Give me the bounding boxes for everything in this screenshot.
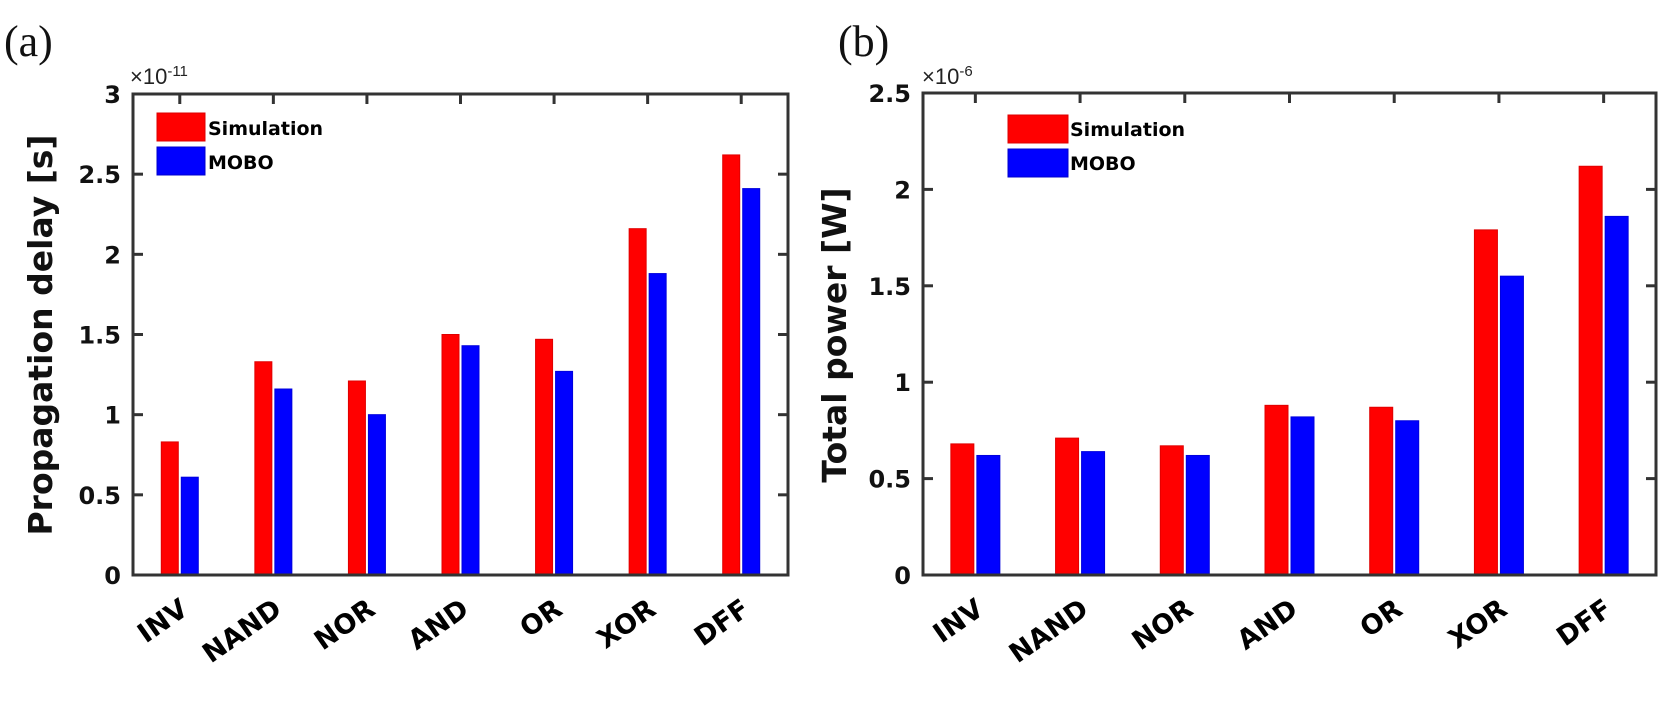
legend-label-simulation-b: Simulation: [1070, 119, 1185, 141]
bar-simulation-nor-a: [347, 380, 366, 576]
y-tick-label-b: 0: [894, 562, 911, 590]
x-category-label-or-a: OR: [514, 593, 568, 644]
bar-simulation-inv-b: [950, 443, 975, 576]
y-tick-label-b: 1.5: [868, 273, 911, 301]
bar-mobo-xor-b: [1499, 275, 1524, 576]
legend-b: Simulation MOBO: [1007, 114, 1185, 178]
y-tick-label-b: 0.5: [868, 466, 911, 494]
legend-a: Simulation MOBO: [156, 112, 323, 176]
legend-label-simulation-a: Simulation: [208, 118, 323, 140]
bar-simulation-dff-a: [722, 154, 741, 576]
bar-mobo-or-b: [1395, 420, 1420, 576]
bar-mobo-inv-b: [976, 454, 1001, 576]
y-exponent-power-a: -11: [167, 63, 188, 80]
y-exponent-base-b: ×10: [922, 64, 959, 89]
bar-mobo-nor-a: [367, 414, 386, 576]
bar-simulation-or-b: [1369, 406, 1394, 576]
legend-swatch-simulation-b: [1007, 114, 1069, 144]
bar-mobo-dff-b: [1604, 215, 1629, 576]
legend-label-mobo-a: MOBO: [208, 152, 274, 174]
bar-simulation-nor-b: [1159, 445, 1184, 576]
y-exponent-a: ×10-11: [130, 63, 188, 89]
x-category-label-dff-b: DFF: [1551, 593, 1617, 652]
bars-a: [160, 154, 761, 576]
bar-mobo-xor-a: [648, 273, 667, 576]
y-tick-label-b: 2.5: [868, 80, 911, 108]
bar-mobo-inv-a: [180, 476, 199, 576]
x-category-label-dff-a: DFF: [689, 593, 755, 652]
y-tick-label-a: 0.5: [78, 482, 121, 510]
y-tick-label-a: 3: [104, 81, 121, 109]
y-tick-label-b: 2: [894, 176, 911, 204]
legend-swatch-simulation-a: [156, 112, 206, 142]
panel-b-total-power-chart: (b) Total power [W] ×10-6 0 0.5 1 1.5 2 2.5 I…: [815, 17, 1658, 670]
bar-simulation-inv-a: [160, 441, 179, 576]
bars-b: [950, 165, 1629, 576]
legend-label-mobo-b: MOBO: [1070, 153, 1136, 175]
y-tick-label-a: 1.5: [78, 322, 121, 350]
x-category-label-and-a: AND: [403, 593, 475, 656]
panel-label-b: (b): [838, 17, 889, 66]
x-category-label-nor-b: NOR: [1127, 593, 1199, 657]
bar-simulation-and-a: [441, 334, 460, 576]
bar-mobo-nand-a: [274, 388, 293, 576]
x-category-label-inv-a: INV: [132, 593, 194, 649]
x-category-label-xor-b: XOR: [1443, 593, 1513, 655]
x-category-label-inv-b: INV: [928, 593, 990, 649]
legend-swatch-mobo-a: [156, 146, 206, 176]
x-category-label-nand-b: NAND: [1004, 593, 1094, 669]
bar-simulation-nand-a: [254, 361, 273, 576]
y-tick-label-a: 2.5: [78, 161, 121, 189]
y-tick-label-a: 0: [104, 562, 121, 590]
bar-simulation-or-a: [535, 338, 554, 576]
bar-simulation-dff-b: [1578, 165, 1603, 576]
bar-mobo-nand-b: [1081, 451, 1106, 576]
bar-simulation-xor-a: [628, 228, 647, 576]
bar-mobo-or-a: [555, 370, 574, 576]
bar-mobo-dff-a: [742, 188, 761, 576]
x-category-label-and-b: AND: [1232, 593, 1304, 656]
y-exponent-b: ×10-6: [922, 63, 973, 89]
y-tick-label-a: 2: [104, 241, 121, 269]
bar-mobo-and-a: [461, 345, 480, 576]
y-tick-label-a: 1: [104, 402, 121, 430]
x-category-label-xor-a: XOR: [592, 593, 662, 655]
y-axis-title-a: Propagation delay [s]: [21, 134, 60, 535]
bar-simulation-nand-b: [1055, 437, 1080, 576]
bar-simulation-and-b: [1264, 404, 1289, 576]
legend-swatch-mobo-b: [1007, 148, 1069, 178]
y-axis-title-b: Total power [W]: [815, 187, 854, 482]
bar-mobo-and-b: [1290, 416, 1315, 576]
bar-mobo-nor-b: [1185, 454, 1210, 576]
x-category-label-nand-a: NAND: [197, 593, 287, 669]
y-ticks-a: 0 0.5 1 1.5 2 2.5 3: [78, 81, 788, 590]
bar-simulation-xor-b: [1473, 229, 1498, 576]
panel-a-propagation-delay-chart: (a) Propagation delay [s] ×10-11 0 0.5 1 1.…: [4, 17, 790, 670]
y-exponent-base-a: ×10: [130, 64, 167, 89]
y-exponent-power-b: -6: [959, 63, 972, 80]
x-category-label-nor-a: NOR: [309, 593, 381, 657]
x-category-label-or-b: OR: [1355, 593, 1409, 644]
panel-label-a: (a): [4, 17, 53, 66]
y-tick-label-b: 1: [894, 369, 911, 397]
